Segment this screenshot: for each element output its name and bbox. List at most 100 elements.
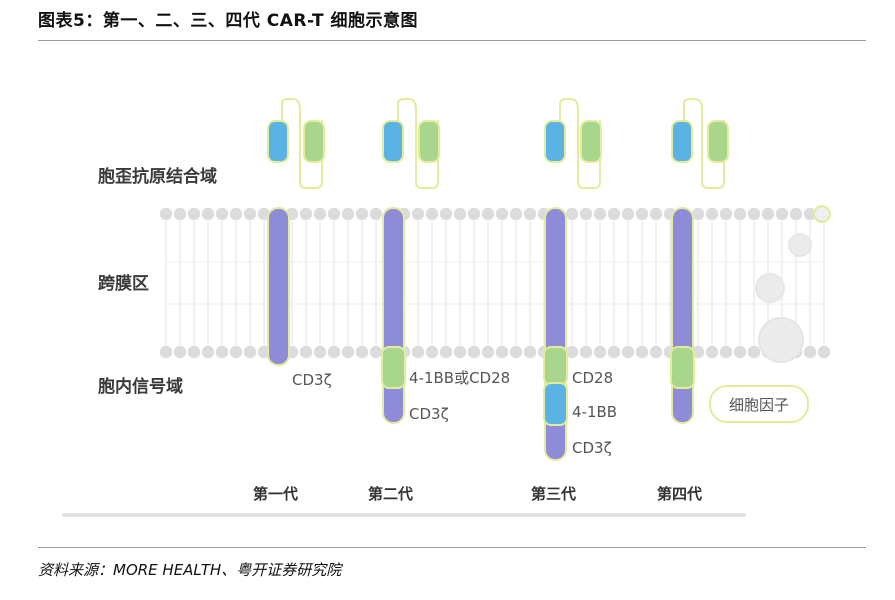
lipid-head xyxy=(299,207,313,221)
lipid-head xyxy=(733,345,747,359)
domain-label-cd3z: CD3ζ xyxy=(292,371,332,389)
scfv-heavy-domain xyxy=(671,120,693,163)
lipid-head xyxy=(509,345,523,359)
lipid-head xyxy=(313,345,327,359)
car-generation-3: CD28 4-1BB CD3ζ 第三代 xyxy=(531,98,617,503)
lipid-head xyxy=(579,207,593,221)
lipid-head xyxy=(719,207,733,221)
lipid-head xyxy=(593,207,607,221)
domain-label-4-1bb-or-cd28: 4-1BB或CD28 xyxy=(409,369,510,387)
lipid-head xyxy=(425,207,439,221)
lipid-head xyxy=(341,345,355,359)
lipid-head xyxy=(355,345,369,359)
generation-label-4: 第四代 xyxy=(657,485,702,503)
bottom-divider xyxy=(38,547,866,548)
lipid-head xyxy=(495,207,509,221)
lipid-head xyxy=(817,345,831,359)
lipid-head xyxy=(173,207,187,221)
cell-membrane xyxy=(159,207,831,359)
costimulatory-domain xyxy=(670,346,695,389)
cytokine-bubble xyxy=(813,205,831,223)
generation-label-1: 第一代 xyxy=(253,485,298,503)
cytokine-pill xyxy=(709,385,809,423)
domain-label-4-1bb: 4-1BB xyxy=(572,403,617,421)
lipid-head xyxy=(243,207,257,221)
cytokine-bubble xyxy=(788,233,812,257)
lipid-head xyxy=(341,207,355,221)
lipid-head xyxy=(649,345,663,359)
cytokine-bubbles xyxy=(755,205,831,363)
scfv-heavy-domain xyxy=(267,120,289,163)
lipid-head xyxy=(761,207,775,221)
scfv-light-domain xyxy=(580,120,602,163)
lipid-head xyxy=(719,345,733,359)
diagram-baseline xyxy=(62,513,746,517)
lipid-head xyxy=(411,345,425,359)
lipid-head xyxy=(691,207,705,221)
lipid-head xyxy=(355,207,369,221)
lipid-head xyxy=(439,207,453,221)
lipid-head xyxy=(411,207,425,221)
lipid-head xyxy=(565,207,579,221)
lipid-head xyxy=(187,345,201,359)
cytokine-bubble xyxy=(755,273,785,303)
lipid-head xyxy=(453,207,467,221)
domain-label-cd28: CD28 xyxy=(572,369,613,387)
domain-label-cd3z: CD3ζ xyxy=(409,405,449,423)
lipid-head xyxy=(635,345,649,359)
lipid-head xyxy=(635,207,649,221)
region-label-transmembrane: 跨膜区 xyxy=(98,273,149,294)
lipid-head xyxy=(467,207,481,221)
lipid-head xyxy=(565,345,579,359)
lipid-head xyxy=(607,207,621,221)
hinge-linker xyxy=(281,98,323,189)
lipid-head xyxy=(733,207,747,221)
scfv-heavy-domain xyxy=(544,120,566,163)
lipid-head xyxy=(215,207,229,221)
lipid-heads xyxy=(159,207,831,359)
cytokine-bubble xyxy=(758,317,804,363)
lipid-tails xyxy=(165,221,826,345)
lipid-head xyxy=(509,207,523,221)
costimulatory-domain xyxy=(381,346,406,389)
top-divider xyxy=(38,40,866,41)
car-generation-4: 细胞因子 第四代 xyxy=(657,98,809,503)
lipid-head xyxy=(803,207,817,221)
lipid-head xyxy=(607,345,621,359)
lipid-head xyxy=(369,207,383,221)
lipid-head xyxy=(201,345,215,359)
lipid-head xyxy=(747,207,761,221)
lipid-head xyxy=(187,207,201,221)
lipid-head xyxy=(159,345,173,359)
lipid-head xyxy=(621,345,635,359)
lipid-head xyxy=(747,345,761,359)
scfv-light-domain xyxy=(418,120,440,163)
generation-label-2: 第二代 xyxy=(368,485,413,503)
lipid-head xyxy=(579,345,593,359)
lipid-head xyxy=(313,207,327,221)
source-note: 资料来源：MORE HEALTH、粤开证券研究院 xyxy=(38,561,342,579)
lipid-head xyxy=(523,207,537,221)
lipid-head xyxy=(327,345,341,359)
transmembrane-cd3z-domain xyxy=(267,207,290,366)
lipid-head xyxy=(803,345,817,359)
lipid-head xyxy=(229,207,243,221)
lipid-head xyxy=(369,345,383,359)
lipid-head xyxy=(159,207,173,221)
lipid-head xyxy=(229,345,243,359)
lipid-head xyxy=(649,207,663,221)
lipid-head xyxy=(327,207,341,221)
lipid-head xyxy=(481,345,495,359)
lipid-head xyxy=(173,345,187,359)
hinge-linker xyxy=(683,98,725,189)
transmembrane-cd3z-domain xyxy=(671,207,694,424)
region-label-antigen-binding: 胞歪抗原结合域 xyxy=(98,166,217,187)
lipid-head xyxy=(705,207,719,221)
lipid-head xyxy=(215,345,229,359)
lipid-head xyxy=(439,345,453,359)
generation-label-3: 第三代 xyxy=(531,485,576,503)
domain-label-cd3z: CD3ζ xyxy=(572,439,612,457)
scfv-light-domain xyxy=(303,120,325,163)
lipid-head xyxy=(593,345,607,359)
